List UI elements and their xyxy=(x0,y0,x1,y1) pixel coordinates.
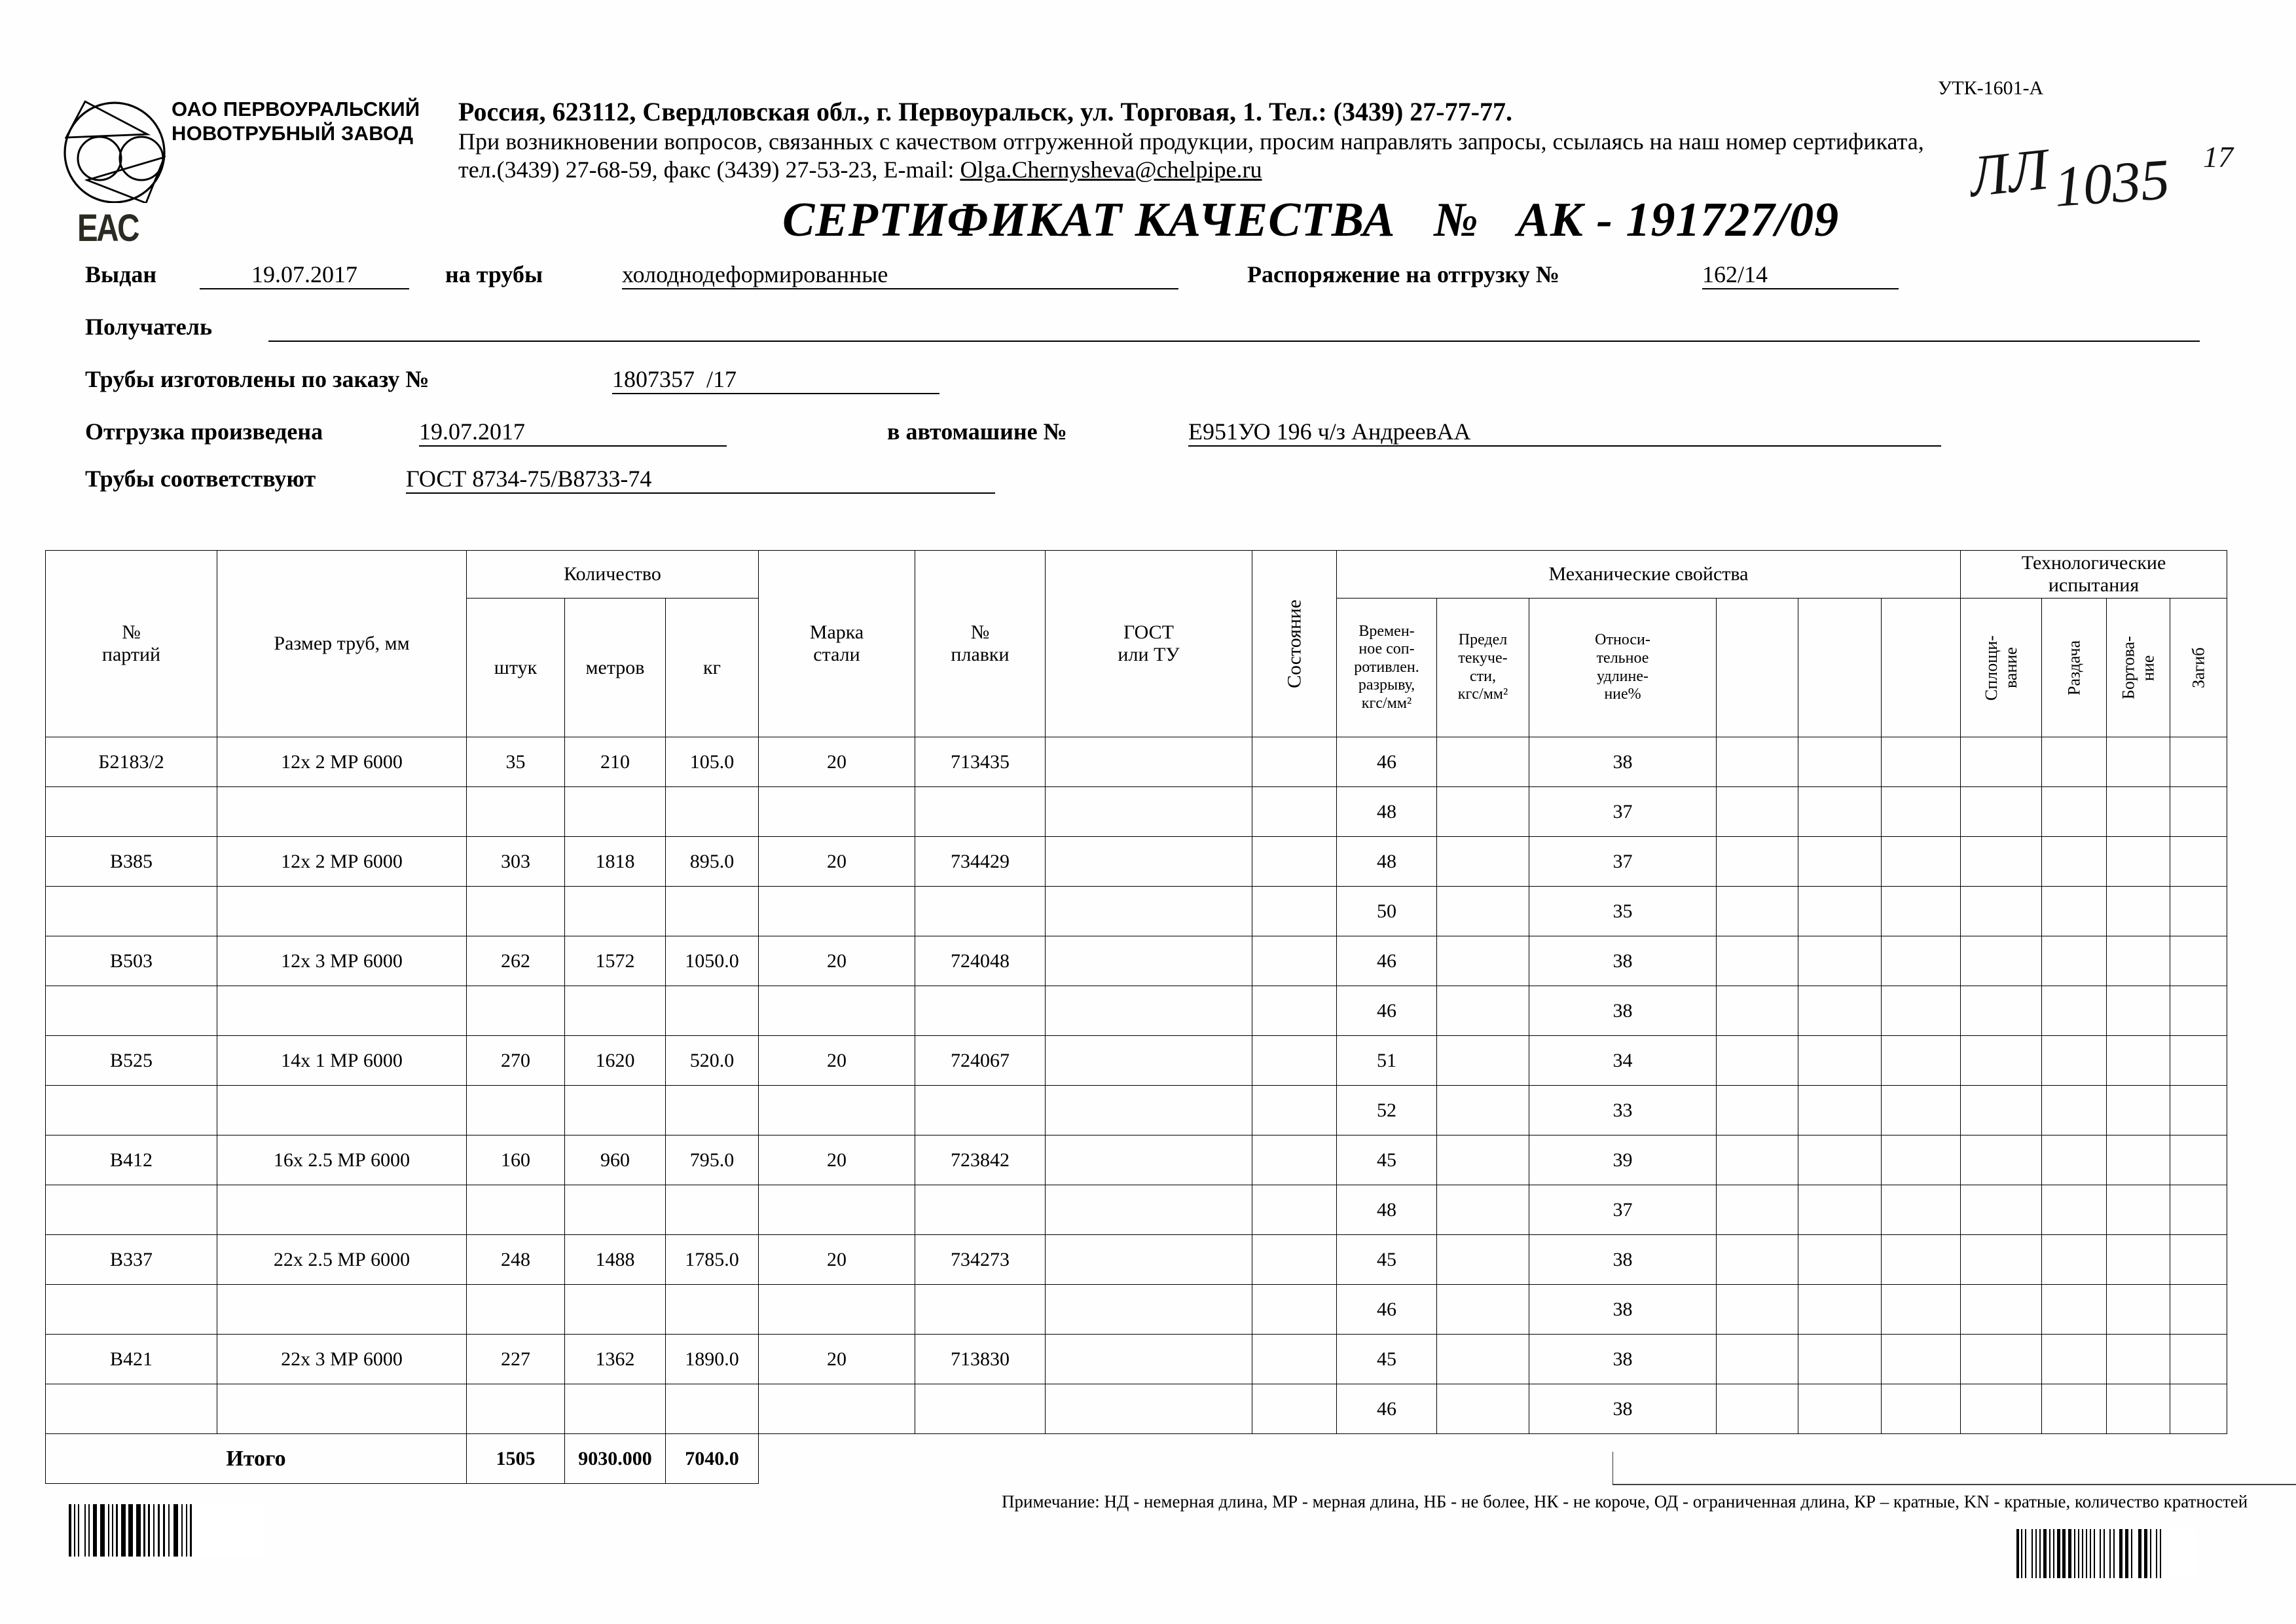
svg-text:17: 17 xyxy=(2203,140,2234,174)
svg-text:ЛЛ: ЛЛ xyxy=(1971,136,2054,210)
svg-text:1035: 1035 xyxy=(2052,148,2172,219)
